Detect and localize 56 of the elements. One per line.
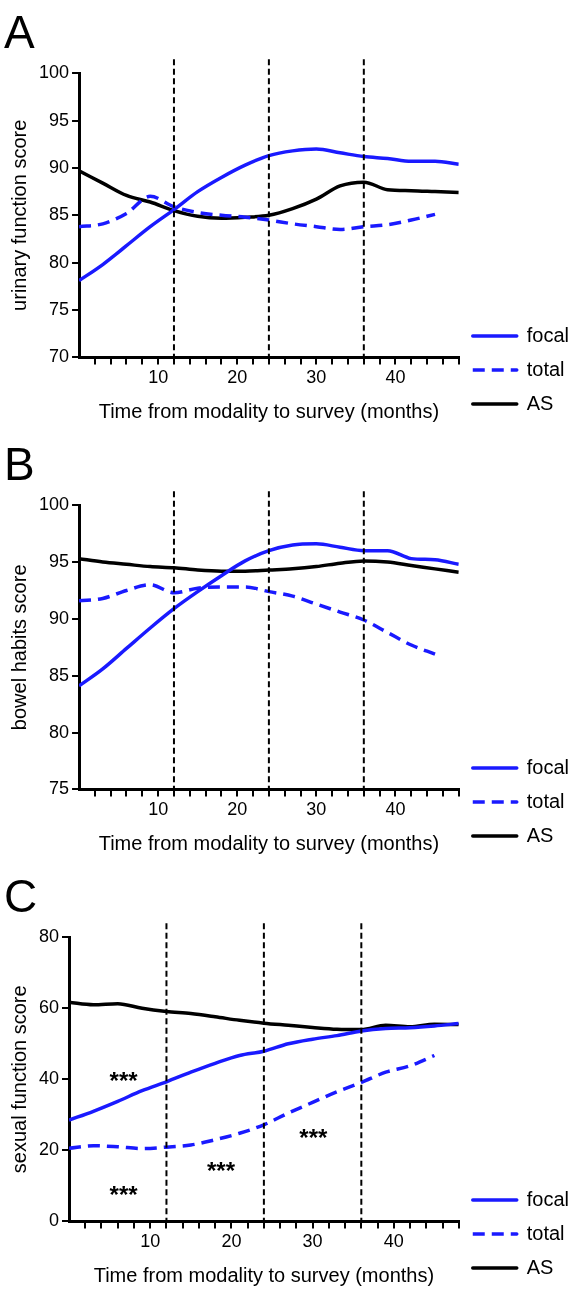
legend-label: focal	[526, 323, 569, 346]
legend-label: focal	[526, 1187, 569, 1210]
x-tick-label: 40	[385, 799, 406, 820]
y-tick-label: 70	[49, 346, 70, 367]
y-tick-label: 95	[49, 109, 70, 130]
x-tick-label: 10	[140, 1231, 161, 1252]
y-axis-title: bowel habits score	[7, 564, 30, 731]
y-tick-label: 95	[49, 551, 70, 572]
chart-title: C	[4, 870, 38, 923]
x-axis-title: Time from modality to survey (months)	[98, 399, 440, 422]
y-tick-label: 85	[49, 664, 70, 685]
y-tick-label: 75	[49, 778, 70, 799]
y-tick-label: 100	[38, 494, 70, 515]
chart-title: A	[4, 6, 35, 59]
x-tick-label: 30	[302, 1231, 323, 1252]
legend-label: focal	[526, 755, 569, 778]
legend-label: total	[526, 789, 565, 812]
legend-label: AS	[526, 1255, 554, 1278]
line-series	[79, 542, 459, 688]
chart-title: B	[4, 438, 35, 491]
annotation: ***	[109, 1067, 139, 1095]
annotation: ***	[207, 1156, 236, 1184]
y-tick-label: 75	[49, 299, 70, 319]
line-series	[79, 147, 459, 283]
y-tick-label: 90	[49, 156, 70, 177]
x-tick-label: 30	[306, 799, 327, 820]
x-tick-label: 30	[306, 367, 327, 388]
y-tick-label: 80	[38, 926, 60, 947]
y-tick-label: 100	[38, 62, 70, 83]
y-tick-label: 40	[38, 1068, 60, 1089]
x-tick-label: 10	[148, 799, 169, 820]
y-tick-label: 60	[38, 997, 60, 1018]
y-tick-label: 90	[49, 607, 70, 628]
line-series	[69, 1021, 459, 1122]
x-tick-label: 40	[385, 367, 406, 388]
y-tick-label: 20	[38, 1139, 60, 1160]
x-tick-label: 10	[148, 367, 169, 388]
annotation: ***	[299, 1123, 329, 1151]
annotation: ***	[109, 1180, 139, 1208]
y-tick-label: 80	[49, 721, 70, 742]
x-axis-title: Time from modality to survey (months)	[98, 831, 440, 854]
x-tick-label: 20	[221, 1231, 242, 1252]
legend-label: total	[526, 357, 565, 380]
x-tick-label: 20	[227, 367, 248, 388]
y-axis-title: urinary function score	[7, 119, 30, 311]
y-tick-label: 80	[49, 251, 70, 272]
legend-label: AS	[526, 391, 554, 414]
x-axis-title: Time from modality to survey (months)	[93, 1263, 435, 1286]
x-tick-label: 40	[383, 1231, 404, 1252]
legend-label: total	[526, 1221, 565, 1244]
x-tick-label: 20	[227, 799, 248, 820]
legend-label: AS	[526, 823, 554, 846]
y-tick-label: 85	[49, 204, 70, 225]
y-axis-title: sexual function score	[7, 985, 30, 1174]
y-tick-label: 0	[49, 1210, 60, 1231]
line-series	[69, 1053, 437, 1151]
